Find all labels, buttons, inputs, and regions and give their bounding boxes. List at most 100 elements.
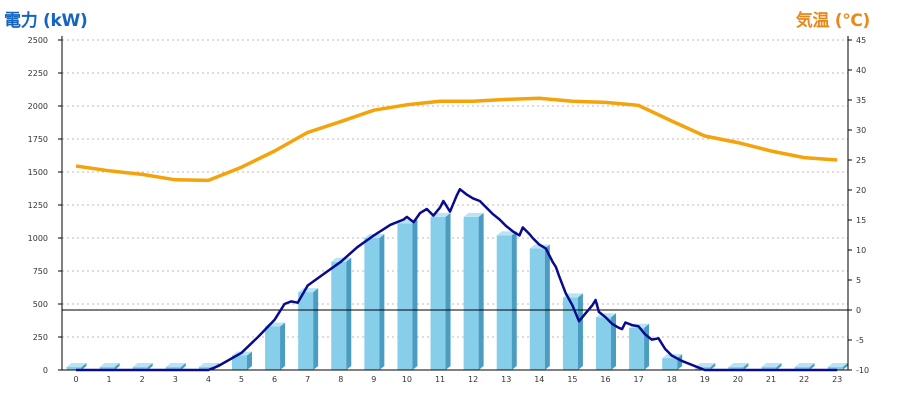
right-tick-label: 30 [856, 126, 866, 135]
bar-front [794, 367, 810, 370]
x-tick-label: 12 [468, 375, 478, 384]
bar-13 [496, 231, 517, 370]
bar-23 [827, 363, 848, 370]
bar-front [463, 216, 479, 370]
x-tick-label: 10 [402, 375, 412, 384]
bar-0 [66, 363, 87, 370]
bar-6 [265, 322, 286, 370]
x-tick-label: 19 [700, 375, 710, 384]
bar-side [147, 363, 153, 370]
bar-12 [463, 212, 484, 370]
bar-front [331, 261, 347, 370]
bar-front [198, 367, 214, 370]
left-tick-label: 1750 [28, 135, 48, 144]
bar-side [412, 219, 418, 370]
power-line [76, 187, 838, 372]
bar-5 [231, 351, 252, 370]
bar-front [496, 235, 512, 370]
bar-front [529, 248, 545, 370]
bar-front [397, 223, 413, 370]
bar-11 [430, 212, 451, 370]
bar-front [99, 367, 115, 370]
bar-front [265, 326, 281, 370]
left-tick-label: 1250 [28, 201, 48, 210]
bar-side [511, 231, 517, 370]
bar-front [165, 367, 181, 370]
x-tick-label: 13 [501, 375, 511, 384]
bar-20 [728, 363, 749, 370]
x-tick-label: 18 [667, 375, 677, 384]
bar-top [794, 363, 815, 367]
bar-top [728, 363, 749, 367]
bar-1 [99, 363, 120, 370]
x-tick-label: 22 [799, 375, 809, 384]
left-tick-label: 0 [43, 366, 48, 375]
bar-front [66, 367, 82, 370]
bar-side [114, 363, 120, 370]
left-tick-label: 2000 [28, 102, 48, 111]
bar-front [761, 367, 777, 370]
bar-side [644, 323, 650, 370]
bar-front [662, 358, 678, 370]
line-layer [75, 96, 838, 372]
bar-side [577, 293, 583, 370]
bar-10 [397, 219, 418, 370]
left-tick-label: 250 [33, 333, 48, 342]
x-tick-label: 3 [173, 375, 178, 384]
bar-15 [562, 293, 583, 370]
bar-top [827, 363, 848, 367]
bar-side [379, 234, 385, 370]
right-tick-label: 45 [856, 36, 866, 45]
x-tick-label: 1 [107, 375, 112, 384]
bar-side [478, 212, 484, 370]
bar-21 [761, 363, 782, 370]
x-tick-label: 17 [634, 375, 644, 384]
axis-layer [58, 36, 852, 371]
x-tick-label: 15 [567, 375, 577, 384]
left-tick-label: 750 [33, 267, 48, 276]
grid-layer [62, 39, 848, 338]
right-tick-label: 5 [856, 276, 861, 285]
bar-7 [298, 288, 319, 370]
bar-front [364, 238, 380, 370]
bar-side [544, 244, 550, 370]
bar-side [81, 363, 87, 370]
bar-top [761, 363, 782, 367]
bar-side [313, 288, 319, 370]
bar-side [842, 363, 848, 370]
right-tick-label: 25 [856, 156, 866, 165]
bar-front [298, 292, 314, 370]
bar-top [496, 231, 517, 236]
temperature-axis-title: 気温 (℃) [795, 11, 871, 31]
bar-side [280, 322, 286, 370]
x-tick-label: 5 [239, 375, 244, 384]
power-axis-title: 電力 (kW) [4, 11, 88, 31]
bar-top [99, 363, 120, 367]
bar-side [611, 313, 617, 370]
bar-front [728, 367, 744, 370]
bar-layer [66, 212, 848, 370]
right-tick-label: 20 [856, 186, 866, 195]
bar-17 [629, 323, 650, 370]
bar-3 [165, 363, 186, 370]
right-tick-label: 35 [856, 96, 866, 105]
bar-top [695, 363, 716, 367]
left-tick-label: 500 [33, 300, 48, 309]
label-layer: 02505007501000125015001750200022502500-1… [28, 36, 869, 384]
bar-side [445, 212, 451, 370]
x-tick-label: 14 [534, 375, 544, 384]
x-tick-label: 20 [733, 375, 743, 384]
bar-side [776, 363, 782, 370]
right-tick-label: 0 [856, 306, 861, 315]
bar-front [629, 327, 645, 370]
x-tick-label: 16 [600, 375, 610, 384]
bar-front [132, 367, 148, 370]
bar-9 [364, 234, 385, 370]
bar-side [743, 363, 749, 370]
x-tick-label: 7 [305, 375, 310, 384]
bar-side [346, 257, 352, 370]
bar-top [463, 212, 484, 217]
x-tick-label: 2 [140, 375, 145, 384]
bar-top [132, 363, 153, 367]
